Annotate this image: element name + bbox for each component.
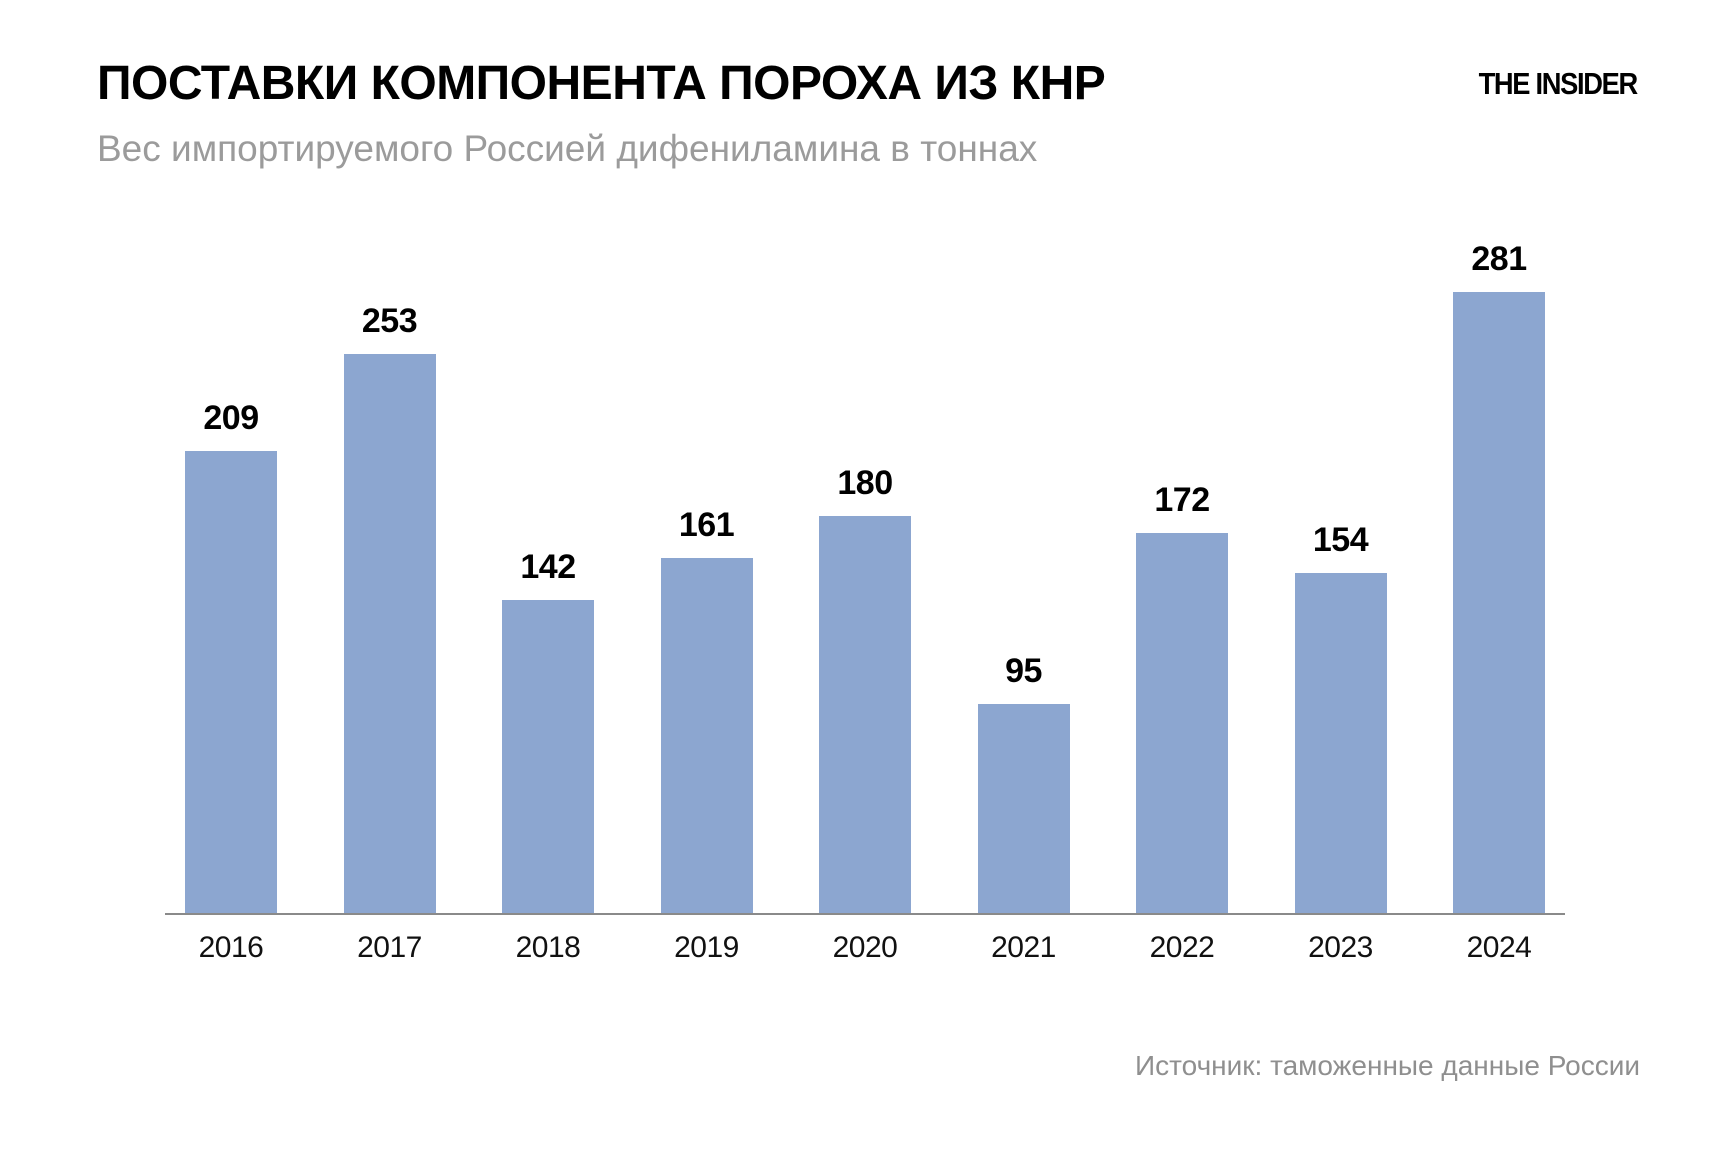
bar-column: 95 bbox=[977, 652, 1070, 914]
bar bbox=[343, 354, 436, 914]
x-tick-label: 2017 bbox=[357, 931, 422, 964]
bar-value-label: 142 bbox=[520, 548, 576, 586]
bar-column: 209 bbox=[185, 399, 277, 914]
bar-value-label: 95 bbox=[1005, 652, 1042, 690]
x-tick-label: 2020 bbox=[832, 931, 898, 964]
bar-column: 161 bbox=[660, 506, 753, 914]
x-tick-label: 2023 bbox=[1308, 931, 1373, 964]
bar-column: 281 bbox=[1453, 240, 1545, 914]
bar bbox=[185, 451, 277, 914]
bar bbox=[1453, 292, 1545, 914]
chart-subtitle: Вес импортируемого Россией дифениламина … bbox=[97, 128, 1038, 169]
bar bbox=[1294, 573, 1387, 914]
x-tick-label: 2019 bbox=[674, 931, 739, 964]
x-tick-label: 2016 bbox=[198, 931, 264, 964]
the-insider-logo: THE INSIDER bbox=[1478, 66, 1639, 101]
x-tick-label: 2024 bbox=[1466, 931, 1532, 964]
bar bbox=[819, 516, 911, 914]
bar-value-label: 253 bbox=[361, 302, 418, 340]
bar bbox=[660, 558, 753, 914]
bar-chart: 209 253 142 161 180 95 172 154 281 bbox=[165, 214, 1565, 914]
x-axis-line bbox=[165, 913, 1565, 915]
bar-column: 142 bbox=[502, 548, 594, 914]
bar-column: 180 bbox=[819, 464, 911, 914]
bars-row: 209 253 142 161 180 95 172 154 281 bbox=[165, 214, 1565, 914]
bar-value-label: 161 bbox=[678, 506, 735, 544]
bar-value-label: 180 bbox=[837, 464, 893, 502]
bar bbox=[977, 704, 1070, 914]
bar bbox=[502, 600, 594, 914]
x-tick-label: 2018 bbox=[515, 931, 581, 964]
bar-value-label: 154 bbox=[1312, 521, 1369, 559]
x-axis-labels-row: 2016 2017 2018 2019 2020 2021 2022 2023 2024 bbox=[165, 931, 1565, 965]
bar bbox=[1136, 533, 1228, 914]
source-note: Источник: таможенные данные России bbox=[1135, 1050, 1640, 1081]
bar-column: 154 bbox=[1294, 521, 1387, 914]
x-tick-label: 2022 bbox=[1149, 931, 1215, 964]
bar-column: 172 bbox=[1136, 481, 1228, 914]
bar-value-label: 209 bbox=[203, 399, 259, 437]
x-tick-label: 2021 bbox=[991, 931, 1056, 964]
bar-value-label: 281 bbox=[1471, 240, 1527, 278]
bar-column: 253 bbox=[343, 302, 436, 914]
chart-title: ПОСТАВКИ КОМПОНЕНТА ПОРОХА ИЗ КНР bbox=[97, 57, 1106, 110]
bar-value-label: 172 bbox=[1154, 481, 1210, 519]
